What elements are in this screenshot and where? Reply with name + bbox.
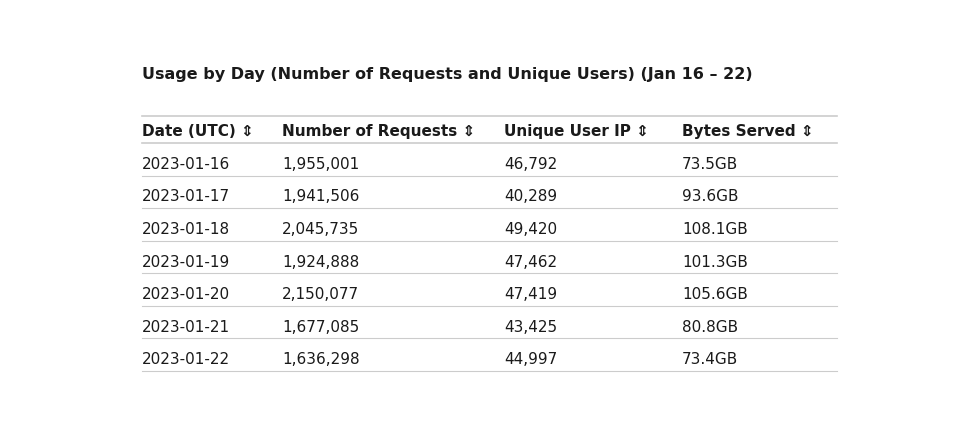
Text: 1,677,085: 1,677,085 xyxy=(283,320,359,335)
Text: 93.6GB: 93.6GB xyxy=(682,190,738,205)
Text: 80.8GB: 80.8GB xyxy=(682,320,738,335)
Text: 1,941,506: 1,941,506 xyxy=(283,190,360,205)
Text: Usage by Day (Number of Requests and Unique Users) (Jan 16 – 22): Usage by Day (Number of Requests and Uni… xyxy=(141,67,753,82)
Text: 44,997: 44,997 xyxy=(504,352,558,367)
Text: 1,636,298: 1,636,298 xyxy=(283,352,360,367)
Text: Unique User IP ⇕: Unique User IP ⇕ xyxy=(504,124,649,139)
Text: 40,289: 40,289 xyxy=(504,190,558,205)
Text: 46,792: 46,792 xyxy=(504,157,558,172)
Text: 2023-01-17: 2023-01-17 xyxy=(141,190,230,205)
Text: 2023-01-20: 2023-01-20 xyxy=(141,287,230,302)
Text: 108.1GB: 108.1GB xyxy=(682,222,748,237)
Text: 2023-01-19: 2023-01-19 xyxy=(141,254,230,269)
Text: Number of Requests ⇕: Number of Requests ⇕ xyxy=(283,124,476,139)
Text: 1,955,001: 1,955,001 xyxy=(283,157,359,172)
Text: 2,150,077: 2,150,077 xyxy=(283,287,359,302)
Text: 105.6GB: 105.6GB xyxy=(682,287,748,302)
Text: 2,045,735: 2,045,735 xyxy=(283,222,359,237)
Text: 101.3GB: 101.3GB xyxy=(682,254,748,269)
Text: Date (UTC) ⇕: Date (UTC) ⇕ xyxy=(141,124,253,139)
Text: 47,419: 47,419 xyxy=(504,287,558,302)
Text: Bytes Served ⇕: Bytes Served ⇕ xyxy=(682,124,814,139)
Text: 73.5GB: 73.5GB xyxy=(682,157,738,172)
Text: 1,924,888: 1,924,888 xyxy=(283,254,359,269)
Text: 43,425: 43,425 xyxy=(504,320,558,335)
Text: 2023-01-16: 2023-01-16 xyxy=(141,157,230,172)
Text: 2023-01-18: 2023-01-18 xyxy=(141,222,230,237)
Text: 47,462: 47,462 xyxy=(504,254,558,269)
Text: 73.4GB: 73.4GB xyxy=(682,352,738,367)
Text: 2023-01-22: 2023-01-22 xyxy=(141,352,230,367)
Text: 2023-01-21: 2023-01-21 xyxy=(141,320,230,335)
Text: 49,420: 49,420 xyxy=(504,222,558,237)
